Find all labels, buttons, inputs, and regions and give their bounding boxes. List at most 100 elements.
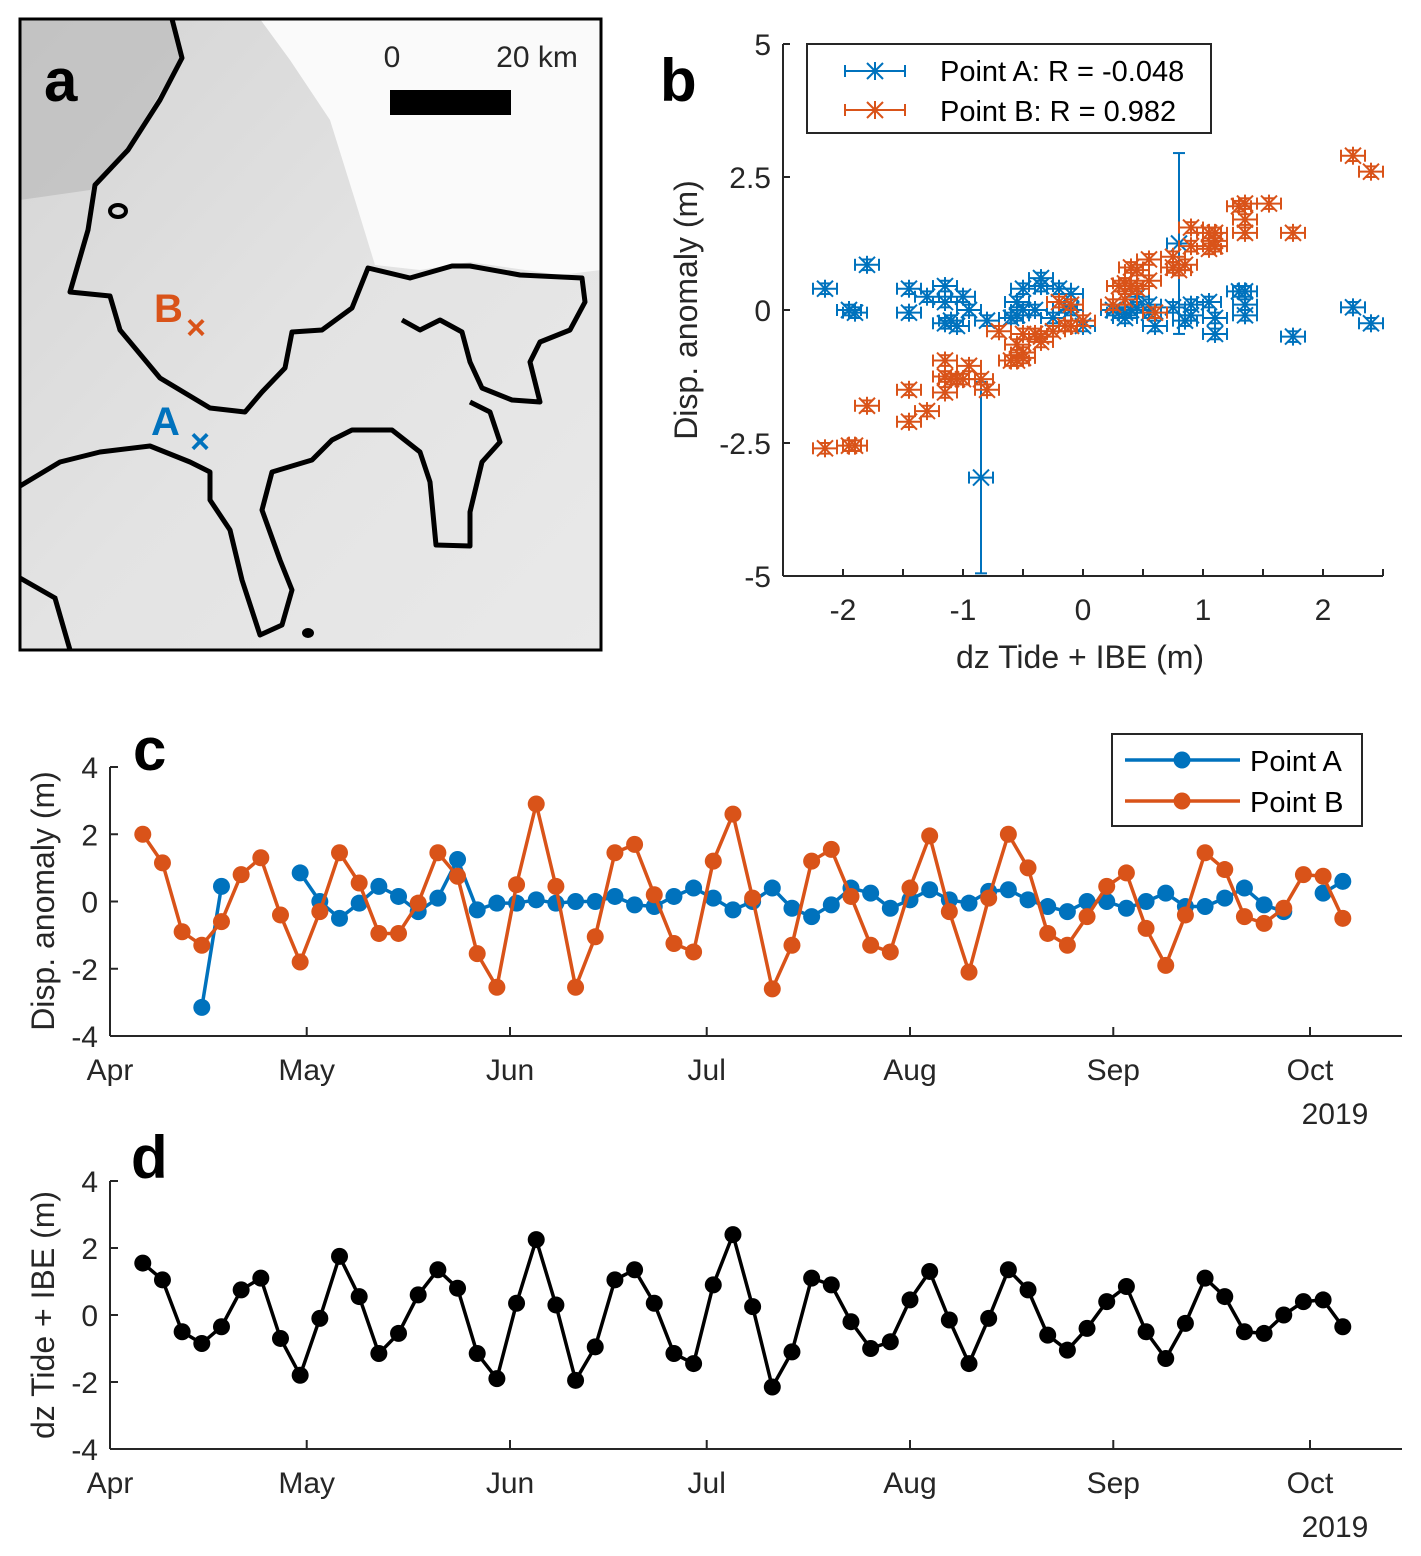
data-point [665, 887, 683, 905]
data-point [1117, 899, 1135, 917]
y-tick-label: -2.5 [719, 428, 771, 461]
data-point [291, 864, 309, 882]
data-point [1078, 1319, 1096, 1337]
data-point [1004, 306, 1030, 325]
data-point [724, 901, 742, 919]
data-point [1196, 898, 1214, 916]
data-point [1196, 1269, 1214, 1287]
data-point [1280, 327, 1306, 346]
data-point [1340, 146, 1366, 165]
data-point [232, 866, 250, 884]
data-point [134, 825, 152, 843]
data-point [193, 936, 211, 954]
data-point [1294, 1293, 1312, 1311]
data-point [212, 913, 230, 931]
data-point [1010, 279, 1036, 298]
data-point [626, 835, 644, 853]
data-point [252, 849, 270, 867]
data-point [1172, 255, 1198, 274]
data-point [1334, 909, 1352, 927]
data-point [1058, 295, 1084, 314]
data-point [134, 1254, 152, 1272]
data-point [940, 1311, 958, 1329]
legend-marker [1173, 751, 1191, 769]
data-point [1117, 864, 1135, 882]
data-point [1275, 1306, 1293, 1324]
data-point [763, 1378, 781, 1396]
scale-bar [390, 90, 511, 115]
data-point [488, 1370, 506, 1388]
x-tick-label: Oct [1287, 1054, 1334, 1087]
data-point [685, 879, 703, 897]
data-point [1157, 884, 1175, 902]
data-point [803, 908, 821, 926]
data-point [812, 439, 838, 458]
data-point [1118, 277, 1144, 296]
data-point [449, 1279, 467, 1297]
year-label: 2019 [1302, 1098, 1369, 1131]
x-tick-label: Jul [688, 1054, 726, 1087]
legend-label-point-b: Point B: R = 0.982 [940, 96, 1176, 128]
coastline-bottom-left [20, 575, 73, 650]
data-point [960, 1355, 978, 1373]
data-point [1314, 867, 1332, 885]
data-point [944, 316, 970, 335]
data-point [921, 881, 939, 899]
x-tick-label: 1 [1195, 594, 1212, 627]
y-tick-label: -2 [71, 1367, 98, 1400]
data-point [862, 1340, 880, 1357]
data-point [409, 894, 427, 912]
data-point [1280, 223, 1306, 242]
data-point [153, 1271, 171, 1289]
x-tick-label: Jun [486, 1467, 534, 1500]
data-point [429, 889, 447, 907]
data-point [980, 1309, 998, 1327]
data-point [783, 899, 801, 917]
data-point [896, 279, 922, 298]
data-point [212, 877, 230, 895]
data-point [914, 287, 940, 306]
legend-marker [1173, 792, 1191, 810]
mountain-terrain [20, 19, 180, 200]
data-point [763, 980, 781, 998]
y-axis-label: dz Tide + IBE (m) [25, 1191, 61, 1439]
marker-label-b: B [154, 287, 183, 331]
data-point [960, 963, 978, 981]
data-point [1078, 893, 1096, 910]
legend-label-point-a: Point A [1250, 746, 1343, 778]
data-point [331, 1247, 349, 1265]
data-point [822, 1276, 840, 1294]
data-point [1137, 919, 1155, 937]
data-point [350, 874, 368, 892]
island [302, 628, 314, 638]
data-point [896, 412, 922, 431]
data-point [1235, 879, 1253, 897]
data-point [881, 1333, 899, 1351]
data-point [1100, 295, 1126, 314]
x-tick-label: Aug [883, 1467, 936, 1500]
data-point [968, 380, 994, 575]
marker-a-cross-icon: × [190, 423, 210, 461]
data-point [1202, 324, 1228, 343]
data-point [193, 998, 211, 1016]
data-point [606, 1271, 624, 1289]
data-point [704, 852, 722, 870]
data-point [862, 936, 880, 954]
y-tick-label: 0 [81, 887, 98, 920]
y-tick-label: -4 [71, 1021, 98, 1054]
data-point [704, 889, 722, 907]
data-point [527, 891, 545, 909]
series-tide [134, 1226, 1352, 1396]
series-line [200, 886, 224, 1008]
data-point [291, 1366, 309, 1384]
data-point [1172, 311, 1198, 330]
x-tick-label: May [278, 1467, 335, 1500]
data-point [586, 928, 604, 946]
data-point [1256, 194, 1282, 213]
data-point [271, 906, 289, 924]
panel-label-d: d [131, 1124, 168, 1191]
data-point [331, 909, 349, 927]
data-point [173, 923, 191, 941]
data-point [449, 867, 467, 885]
data-point [527, 795, 545, 813]
